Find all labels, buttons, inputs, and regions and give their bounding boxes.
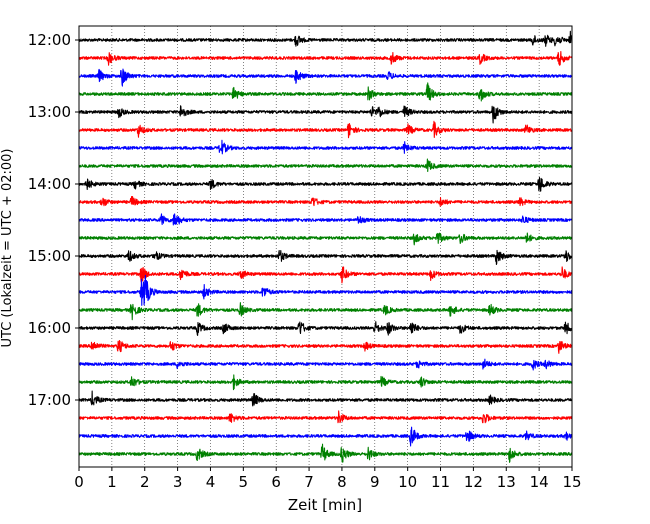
trace-1300 (78, 105, 573, 124)
plot-area-frame (78, 25, 573, 468)
trace-1200 (78, 30, 573, 47)
trace-1745 (78, 443, 573, 463)
x-tick-label: 10 (398, 473, 417, 491)
trace-1345 (78, 158, 573, 173)
x-tick-label: 3 (173, 473, 183, 491)
x-tick-label: 11 (431, 473, 450, 491)
y-tick-label: 12:00 (28, 31, 71, 49)
x-tick-label: 0 (74, 473, 84, 491)
trace-1430 (78, 213, 573, 226)
trace-1515 (78, 266, 573, 284)
y-axis-ticks: 12:00 13:00 14:00 15:00 16:00 17:00 (28, 31, 79, 409)
trace-1630 (78, 358, 573, 371)
y-tick-label: 16:00 (28, 319, 71, 337)
y-axis-label: UTC (Lokalzeit = UTC + 02:00) (0, 149, 15, 348)
x-tick-label: 12 (464, 473, 483, 491)
trace-1700 (78, 390, 573, 407)
x-axis-label: Zeit [min] (288, 496, 362, 514)
y-tick-label: 17:00 (28, 391, 71, 409)
x-tick-label: 1 (107, 473, 117, 491)
trace-1545 (78, 302, 573, 321)
trace-1500 (78, 249, 573, 265)
trace-1245 (78, 82, 573, 102)
trace-1645 (78, 374, 573, 391)
trace-1730 (78, 426, 573, 447)
trace-1715 (78, 410, 573, 424)
trace-1215 (78, 50, 573, 66)
x-tick-label: 8 (337, 473, 347, 491)
x-tick-label: 14 (530, 473, 549, 491)
x-tick-label: 5 (239, 473, 249, 491)
y-tick-label: 14:00 (28, 175, 71, 193)
trace-1400 (78, 176, 573, 192)
x-tick-label: 2 (140, 473, 150, 491)
trace-1615 (78, 339, 573, 354)
y-tick-label: 15:00 (28, 247, 71, 265)
trace-layer (78, 30, 573, 463)
x-tick-label: 9 (370, 473, 380, 491)
x-tick-label: 7 (304, 473, 314, 491)
trace-1330 (78, 139, 573, 155)
trace-1315 (78, 120, 573, 139)
x-tick-label: 15 (562, 473, 581, 491)
x-tick-label: 4 (206, 473, 216, 491)
x-tick-label: 6 (271, 473, 281, 491)
x-tick-label: 13 (497, 473, 516, 491)
trace-1600 (78, 321, 573, 336)
x-axis-ticks: 0 1 2 3 4 5 6 7 8 9 10 11 12 13 14 15 (74, 467, 582, 491)
trace-1230 (78, 68, 573, 87)
trace-1415 (78, 196, 573, 207)
trace-1445 (78, 232, 573, 246)
trace-1530 (78, 274, 573, 306)
y-tick-label: 13:00 (28, 103, 71, 121)
